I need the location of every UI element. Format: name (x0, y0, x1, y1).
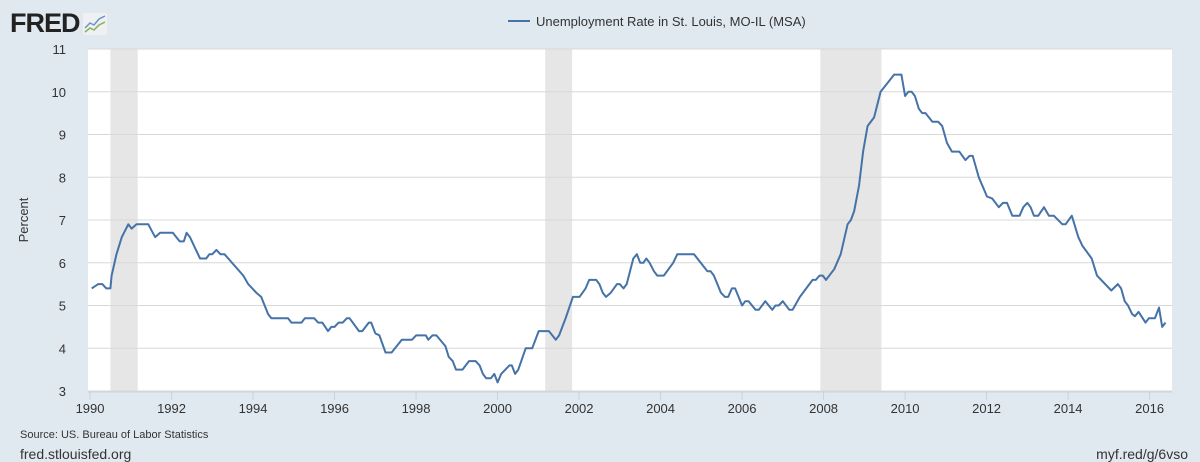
site-link[interactable]: fred.stlouisfed.org (20, 446, 132, 462)
x-tick-label: 2006 (728, 401, 757, 416)
series-line (91, 73, 1167, 384)
x-tick-label: 2010 (891, 401, 920, 416)
source-note: Source: US. Bureau of Labor Statistics (20, 429, 209, 441)
y-tick-label: 6 (59, 256, 66, 271)
fred-logo[interactable]: FRED (10, 8, 107, 39)
x-tick-label: 2004 (646, 401, 675, 416)
x-tick-label: 2016 (1135, 401, 1164, 416)
x-tick-label: 1998 (402, 401, 431, 416)
x-tick-label: 1990 (76, 401, 105, 416)
line-chart: 3 4 5 6 7 8 9 10 11 1990 1992 1994 1996 1998 2000 2002 2… (16, 14, 1172, 416)
y-axis-label: Percent (16, 197, 31, 242)
legend-label: Unemployment Rate in St. Louis, MO-IL (M… (536, 14, 806, 29)
x-tick-label: 2002 (565, 401, 594, 416)
short-url-link[interactable]: myf.red/g/6vso (1096, 446, 1188, 462)
x-tick-label: 1992 (157, 401, 186, 416)
logo-text: FRED (10, 8, 80, 38)
x-tick-label: 2012 (972, 401, 1001, 416)
x-tick-label: 1994 (239, 401, 268, 416)
y-tick-label: 4 (59, 341, 66, 356)
y-tick-label: 9 (59, 128, 66, 143)
chart-logo-icon (82, 12, 107, 35)
y-tick-label: 11 (53, 42, 67, 57)
y-tick-label: 5 (59, 299, 66, 314)
y-tick-label: 10 (52, 85, 66, 100)
x-tick-label: 2008 (809, 401, 838, 416)
x-tick-label: 2000 (483, 401, 512, 416)
y-tick-label: 8 (59, 170, 66, 185)
y-tick-label: 7 (59, 213, 66, 228)
x-tick-label: 1996 (320, 401, 349, 416)
x-tick-label: 2014 (1054, 401, 1083, 416)
y-tick-label: 3 (59, 384, 66, 399)
